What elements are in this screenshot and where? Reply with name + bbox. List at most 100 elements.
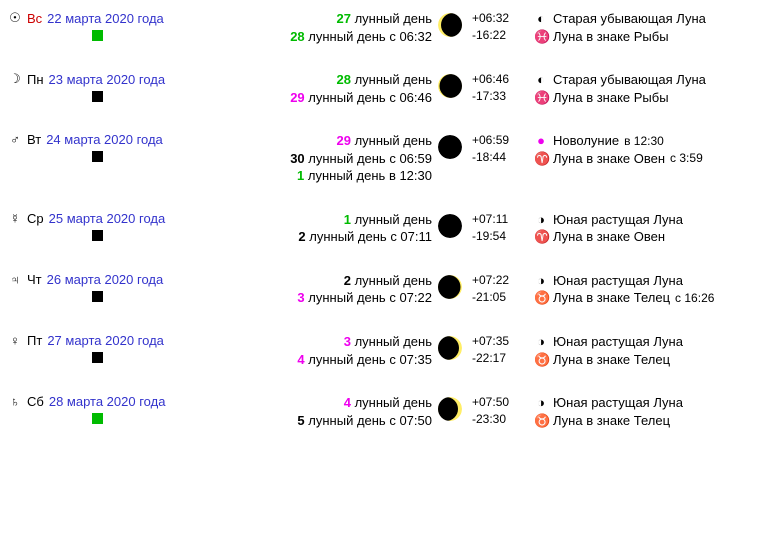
lunar-day-label: лунный день: [308, 352, 385, 367]
lunar-day-time: в 12:30: [389, 168, 432, 183]
info-icon: ◑: [534, 394, 548, 412]
calendar-row: ♂ Вт 24 марта 2020 года29 лунный день30 …: [8, 132, 749, 185]
moonrise-time: +06:46: [472, 71, 526, 88]
lunar-day-label: лунный день: [355, 334, 432, 349]
lunar-day-line: 1 лунный день в 12:30: [236, 167, 432, 185]
info-icon: ♓: [534, 28, 548, 46]
date-link[interactable]: 28 марта 2020 года: [49, 394, 166, 409]
info-icon: ♈: [534, 228, 548, 246]
lunar-days-column: 27 лунный день28 лунный день с 06:32: [236, 10, 432, 45]
moonset-time: -18:44: [472, 149, 526, 166]
date-link[interactable]: 22 марта 2020 года: [47, 11, 164, 26]
lunar-day-time: с 06:59: [389, 151, 432, 166]
info-icon: ♉: [534, 289, 548, 307]
lunar-day-line: 29 лунный день с 06:46: [236, 89, 432, 107]
info-line: ●Новолуние в 12:30: [534, 132, 749, 150]
date-column: ♄ Сб 28 марта 2020 года: [8, 394, 236, 424]
moon-phase-icon: [432, 211, 468, 239]
moonset-time: -17:33: [472, 88, 526, 105]
date-column: ♀ Пт 27 марта 2020 года: [8, 333, 236, 363]
lunar-day-number: 30: [285, 150, 305, 168]
info-line: ♓Луна в знаке Рыбы: [534, 89, 749, 107]
date-column: ☿ Ср 25 марта 2020 года: [8, 211, 236, 241]
lunar-day-line: 2 лунный день: [236, 272, 432, 290]
lunar-day-line: 28 лунный день: [236, 71, 432, 89]
info-text: Луна в знаке Телец: [553, 289, 670, 307]
moonrise-time: +07:11: [472, 211, 526, 228]
info-column: ◑Юная растущая Луна♉Луна в знаке Телец с…: [526, 272, 749, 307]
day-quality-icon: [92, 30, 103, 41]
lunar-day-number: 3: [285, 289, 305, 307]
date-link[interactable]: 24 марта 2020 года: [46, 132, 163, 147]
lunar-day-label: лунный день: [355, 395, 432, 410]
info-text: Юная растущая Луна: [553, 211, 683, 229]
calendar-row: ♀ Пт 27 марта 2020 года3 лунный день4 лу…: [8, 333, 749, 368]
date-link[interactable]: 26 марта 2020 года: [47, 272, 164, 287]
lunar-day-label: лунный день: [308, 29, 385, 44]
moon-phase-icon: [432, 10, 468, 38]
lunar-day-label: лунный день: [308, 168, 385, 183]
date-column: ☽ Пн 23 марта 2020 года: [8, 71, 236, 102]
lunar-calendar: ☉ Вс 22 марта 2020 года27 лунный день28 …: [8, 10, 749, 429]
lunar-day-line: 3 лунный день: [236, 333, 432, 351]
lunar-days-column: 1 лунный день2 лунный день с 07:11: [236, 211, 432, 246]
info-icon: ◑: [534, 211, 548, 229]
weekday-label: Вс: [27, 11, 42, 26]
info-icon: ♈: [534, 150, 548, 168]
lunar-day-number: 1: [284, 167, 304, 185]
planet-icon: ☉: [8, 10, 22, 26]
lunar-day-time: с 06:32: [389, 29, 432, 44]
info-icon: ●: [534, 132, 548, 150]
lunar-day-time: с 07:11: [390, 229, 432, 244]
lunar-days-column: 2 лунный день3 лунный день с 07:22: [236, 272, 432, 307]
planet-icon: ☿: [8, 211, 22, 226]
rise-set-column: +07:22-21:05: [468, 272, 526, 306]
info-icon: ♉: [534, 351, 548, 369]
rise-set-column: +07:35-22:17: [468, 333, 526, 367]
moonset-time: -16:22: [472, 27, 526, 44]
lunar-day-label: лунный день: [308, 290, 385, 305]
lunar-day-number: 5: [285, 412, 305, 430]
date-link[interactable]: 25 марта 2020 года: [49, 211, 166, 226]
info-line: ◐ Старая убывающая Луна: [534, 71, 749, 89]
info-text: Юная растущая Луна: [553, 272, 683, 290]
moon-phase-icon: [432, 394, 468, 422]
lunar-day-number: 29: [285, 89, 305, 107]
info-column: ◑Юная растущая Луна♉Луна в знаке Телец: [526, 394, 749, 429]
planet-icon: ♀: [8, 333, 22, 348]
planet-icon: ☽: [8, 71, 22, 87]
info-text: Луна в знаке Рыбы: [553, 28, 669, 46]
info-extra: с 16:26: [675, 290, 714, 306]
lunar-day-line: 1 лунный день: [236, 211, 432, 229]
date-link[interactable]: 27 марта 2020 года: [47, 333, 164, 348]
weekday-label: Чт: [27, 272, 42, 287]
rise-set-column: +06:59-18:44: [468, 132, 526, 166]
info-column: ◑Юная растущая Луна♉Луна в знаке Телец: [526, 333, 749, 368]
lunar-day-number: 4: [285, 351, 305, 369]
info-text: Старая убывающая Луна: [553, 71, 706, 89]
date-link[interactable]: 23 марта 2020 года: [49, 72, 166, 87]
info-line: ♈Луна в знаке Овен с 3:59: [534, 150, 749, 168]
moon-phase-icon: [432, 333, 468, 361]
day-quality-icon: [92, 352, 103, 363]
lunar-day-number: 4: [331, 394, 351, 412]
lunar-days-column: 28 лунный день29 лунный день с 06:46: [236, 71, 432, 106]
rise-set-column: +06:46-17:33: [468, 71, 526, 105]
moon-phase-icon: [432, 272, 468, 300]
weekday-label: Сб: [27, 394, 44, 409]
info-icon: ♉: [534, 412, 548, 430]
date-column: ♂ Вт 24 марта 2020 года: [8, 132, 236, 162]
info-text: Луна в знаке Овен: [553, 150, 665, 168]
day-quality-icon: [92, 151, 103, 162]
info-column: ◐Старая убывающая Луна♓Луна в знаке Рыбы: [526, 10, 749, 45]
moonrise-time: +07:50: [472, 394, 526, 411]
lunar-day-number: 28: [331, 71, 351, 89]
info-extra: в 12:30: [624, 133, 664, 149]
calendar-row: ♄ Сб 28 марта 2020 года4 лунный день5 лу…: [8, 394, 749, 429]
date-column: ☉ Вс 22 марта 2020 года: [8, 10, 236, 41]
info-text: Луна в знаке Телец: [553, 351, 670, 369]
moonset-time: -19:54: [472, 228, 526, 245]
moonrise-time: +06:59: [472, 132, 526, 149]
lunar-day-line: 29 лунный день: [236, 132, 432, 150]
info-icon: ◐: [534, 71, 548, 89]
